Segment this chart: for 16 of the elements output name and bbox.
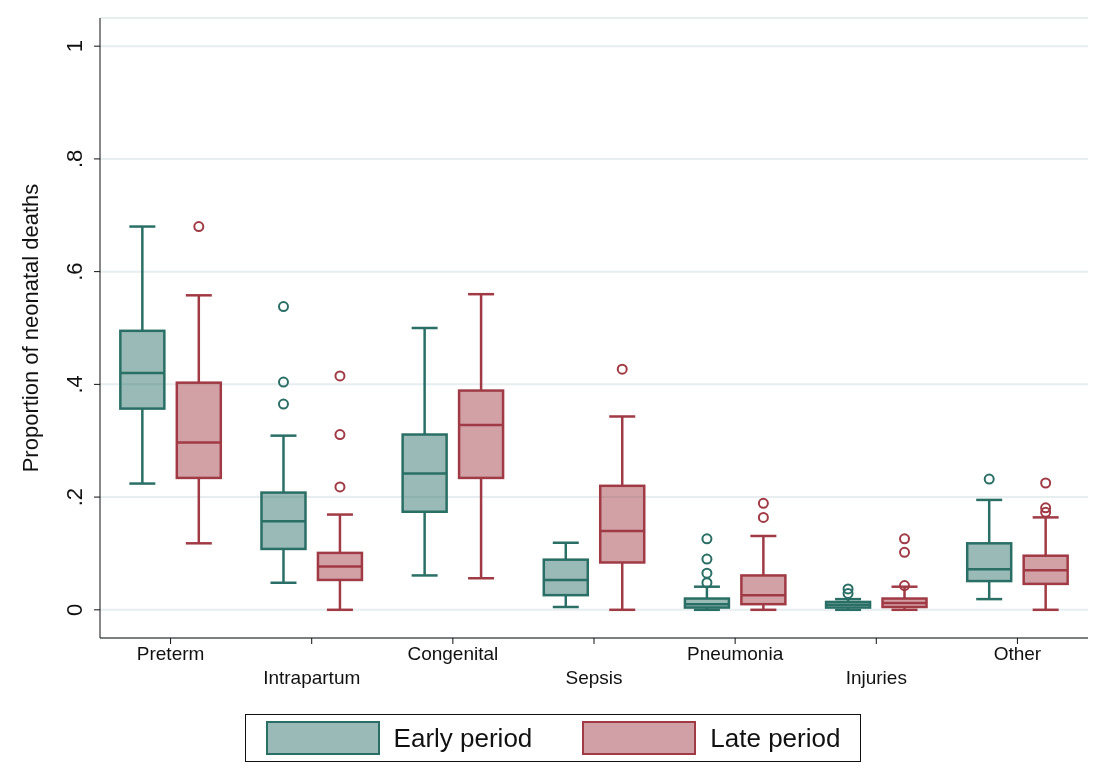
y-tick-label: .6 — [62, 262, 87, 281]
y-tick-label: .8 — [62, 149, 87, 169]
y-tick-label: 1 — [62, 40, 87, 53]
y-axis-title: Proportion of neonatal deaths — [17, 183, 43, 473]
legend-label: Late period — [710, 722, 841, 754]
x-tick-label: Congenital — [407, 643, 499, 664]
y-tick-label: 0 — [62, 603, 87, 616]
y-tick-label: .2 — [62, 487, 87, 507]
x-tick-label: Preterm — [136, 643, 205, 664]
x-tick-label: Pneumonia — [687, 643, 784, 664]
x-tick-label: Sepsis — [565, 667, 623, 688]
x-tick-label: Injuries — [845, 667, 907, 688]
y-tick-label: .4 — [62, 375, 87, 394]
x-tick-label: Intrapartum — [263, 667, 361, 688]
legend-label: Early period — [393, 722, 533, 754]
x-tick-label: Other — [993, 643, 1042, 664]
